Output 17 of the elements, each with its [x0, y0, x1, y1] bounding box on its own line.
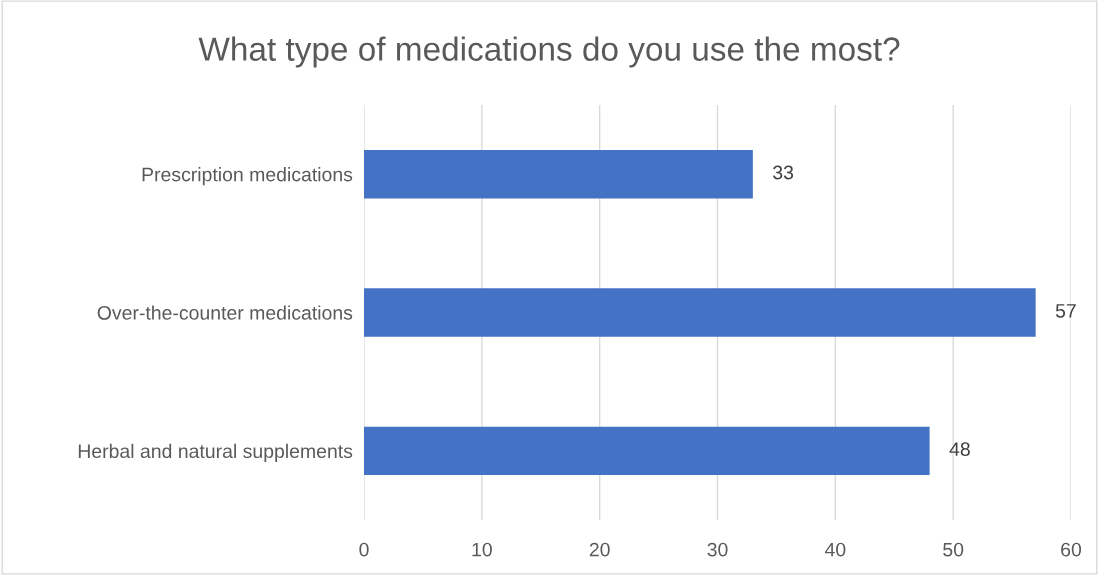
x-tick-label: 50 — [943, 542, 964, 557]
x-tick-label: 20 — [589, 542, 610, 557]
data-label: 48 — [949, 442, 970, 457]
bar — [364, 426, 930, 476]
chart-title: What type of medications do you use the most? — [198, 36, 900, 68]
y-tick-label: Herbal and natural supplements — [78, 443, 353, 462]
data-label: 57 — [1055, 304, 1076, 318]
bar — [364, 288, 1036, 337]
y-tick-label: Over-the-counter medications — [97, 305, 353, 320]
data-label: 33 — [773, 165, 794, 180]
x-tick-label: 0 — [359, 542, 369, 557]
x-tick-label: 10 — [472, 542, 492, 557]
x-tick-label: 40 — [824, 542, 846, 557]
x-tick-label: 30 — [707, 542, 728, 557]
x-tick-label: 60 — [1061, 542, 1082, 557]
bar — [364, 149, 753, 199]
y-tick-label: Prescription medications — [142, 167, 353, 186]
